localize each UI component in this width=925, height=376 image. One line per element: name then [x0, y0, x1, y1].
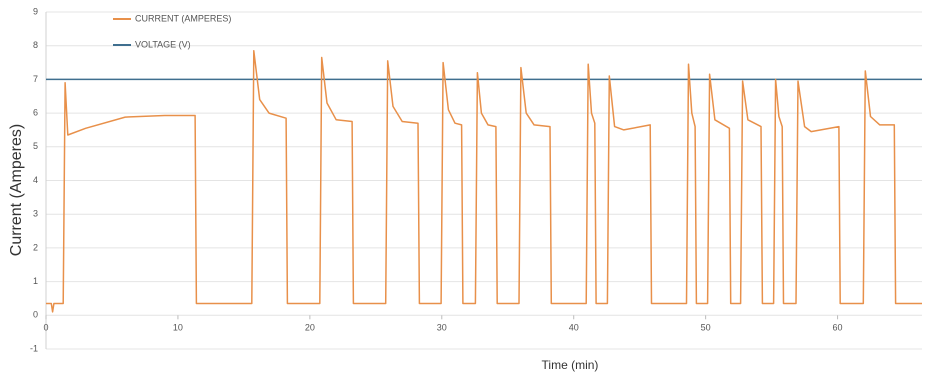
y-tick-label: 5: [33, 141, 38, 151]
y-tick-label: 8: [33, 40, 38, 50]
legend-label: VOLTAGE (V): [135, 39, 191, 49]
x-axis-title: Time (min): [542, 358, 599, 372]
x-tick-label: 0: [43, 323, 48, 333]
y-tick-label: 7: [33, 74, 38, 84]
y-tick-label: 2: [33, 242, 38, 252]
y-tick-label: -1: [30, 343, 38, 353]
x-tick-label: 50: [701, 323, 711, 333]
y-axis-title: Current (Amperes): [8, 124, 25, 256]
x-tick-label: 30: [437, 323, 447, 333]
y-tick-label: 3: [33, 209, 38, 219]
x-tick-label: 40: [569, 323, 579, 333]
x-tick-label: 20: [305, 323, 315, 333]
y-tick-label: 0: [33, 310, 38, 320]
y-tick-label: 6: [33, 107, 38, 117]
x-tick-label: 60: [833, 323, 843, 333]
y-tick-label: 9: [33, 6, 38, 16]
y-tick-label: 1: [33, 276, 38, 286]
x-tick-label: 10: [173, 323, 183, 333]
y-tick-label: 4: [33, 175, 38, 185]
series-line: [46, 50, 922, 313]
legend-label: CURRENT (AMPERES): [135, 13, 231, 23]
